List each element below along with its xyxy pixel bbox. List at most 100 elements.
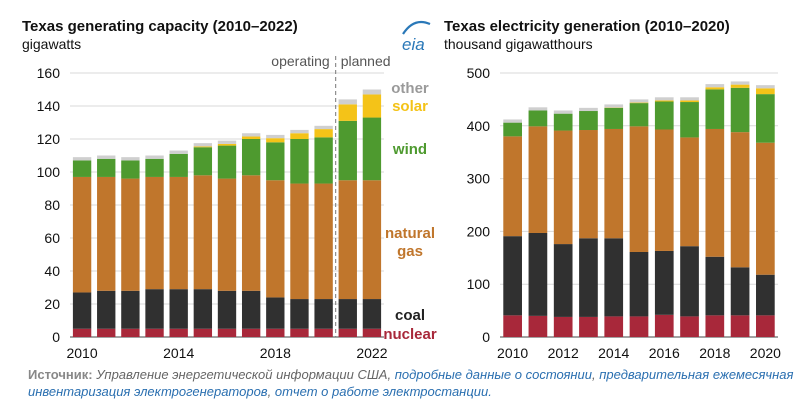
generation-chart: 0 100 200 300 400 500 2010 2012 2014 2016 2018 2020 [467, 65, 782, 361]
x-tick-label: 2010 [497, 345, 528, 361]
source-separator: , [592, 367, 596, 382]
bar-coal-2011 [528, 232, 548, 316]
bar-solar-2019 [730, 84, 750, 88]
x-tick-label: 2018 [699, 345, 730, 361]
bar-nuclear-2015 [629, 316, 649, 337]
bar-coal-2021 [338, 299, 357, 329]
series-label-wind: wind [392, 141, 427, 158]
bar-nuclear-2020 [314, 328, 333, 337]
bar-other-2018 [705, 84, 725, 88]
y-tick-label: 400 [467, 118, 491, 134]
bar-natural-gas-2018 [705, 128, 725, 257]
source-link-generator-inventory[interactable]: предварительная ежемесячная инвентаризац… [28, 367, 794, 399]
bar-wind-2016 [217, 145, 237, 179]
x-tick-label: 2010 [66, 345, 97, 361]
y-tick-label: 120 [37, 131, 61, 147]
x-tick-label: 2018 [260, 345, 291, 361]
bar-natural-gas-2014 [604, 128, 624, 239]
bar-wind-2018 [705, 89, 725, 129]
bar-other-2018 [266, 134, 285, 139]
bar-coal-2018 [266, 297, 285, 329]
source-label: Источник: [28, 367, 93, 382]
y-tick-label: 200 [467, 223, 491, 239]
bar-other-2011 [528, 107, 548, 111]
series-label-gas: gas [397, 243, 423, 260]
bar-wind-2015 [193, 147, 213, 176]
bar-wind-2017 [680, 102, 699, 138]
bar-nuclear-2017 [241, 328, 261, 337]
capacity-chart-unit: gigawatts [22, 36, 81, 52]
bar-natural-gas-2016 [654, 129, 674, 251]
source-separator: , [267, 384, 272, 399]
bar-solar-2015 [193, 146, 213, 148]
bar-other-2013 [579, 107, 598, 112]
bar-nuclear-2014 [169, 328, 188, 337]
bar-nuclear-2020 [756, 315, 775, 337]
y-tick-label: 500 [467, 65, 491, 81]
bar-solar-2019 [290, 133, 309, 139]
bar-other-2015 [193, 143, 213, 147]
bar-wind-2020 [756, 94, 775, 143]
bar-other-2016 [217, 140, 237, 144]
bar-coal-2012 [121, 290, 140, 329]
bar-other-2019 [290, 129, 309, 134]
bar-nuclear-2017 [680, 316, 699, 337]
bar-solar-2016 [217, 143, 237, 146]
bar-nuclear-2013 [579, 316, 598, 337]
bar-wind-2013 [145, 158, 164, 177]
bar-nuclear-2013 [145, 328, 164, 337]
operating-label: operating [271, 53, 329, 69]
bar-other-2017 [680, 97, 699, 101]
bar-nuclear-2010 [503, 315, 522, 337]
bar-natural-gas-2012 [121, 178, 140, 291]
y-tick-label: 0 [52, 329, 60, 345]
bar-solar-2016 [654, 100, 674, 102]
bar-other-2013 [145, 155, 164, 159]
y-tick-label: 100 [37, 164, 61, 180]
bar-wind-2015 [629, 103, 649, 127]
series-label-other: other [391, 80, 429, 97]
bar-other-2010 [503, 119, 522, 123]
source-link-state-data[interactable]: подробные данные о состоянии [394, 367, 593, 382]
y-tick-label: 40 [44, 263, 60, 279]
bar-wind-2011 [528, 110, 548, 127]
bar-solar-2018 [266, 138, 285, 143]
bar-other-2012 [553, 110, 573, 114]
bar-natural-gas-2015 [629, 126, 649, 252]
eia-logo-text: eia [402, 35, 425, 54]
bar-nuclear-2015 [193, 328, 213, 337]
series-label-nuclear: nuclear [383, 326, 437, 343]
bar-coal-2020 [314, 299, 333, 329]
bar-natural-gas-2013 [579, 130, 598, 239]
capacity-chart: 0 20 40 60 80 100 120 140 160 2010 2014 2018 2022 ope… [37, 53, 437, 361]
y-tick-label: 0 [482, 329, 490, 345]
bar-other-2020 [314, 125, 333, 130]
bar-solar-2018 [705, 87, 725, 90]
bar-natural-gas-2017 [241, 175, 261, 291]
x-tick-label: 2012 [548, 345, 579, 361]
bar-nuclear-2010 [72, 328, 92, 337]
bar-solar-2017 [680, 100, 699, 103]
bar-nuclear-2021 [338, 328, 357, 337]
bar-other-2011 [97, 155, 116, 159]
source-link-power-plant-report[interactable]: отчет о работе электростанции. [274, 384, 492, 399]
bar-coal-2019 [730, 267, 750, 316]
bar-coal-2016 [654, 250, 674, 315]
bar-other-2015 [629, 99, 649, 103]
x-tick-label: 2014 [163, 345, 194, 361]
bar-coal-2020 [756, 274, 775, 316]
charts-canvas: Texas generating capacity (2010–2022) gi… [22, 18, 782, 361]
series-label-natural: natural [385, 225, 435, 242]
y-tick-label: 80 [44, 197, 60, 213]
bar-wind-2019 [730, 87, 750, 133]
bar-natural-gas-2021 [338, 180, 357, 300]
bar-natural-gas-2020 [314, 183, 333, 300]
generation-chart-title: Texas electricity generation (2010–2020) [444, 18, 730, 35]
y-tick-label: 160 [37, 65, 61, 81]
bar-wind-2013 [579, 111, 598, 131]
y-tick-label: 300 [467, 171, 491, 187]
bar-wind-2012 [121, 160, 140, 179]
bar-coal-2019 [290, 299, 309, 329]
y-tick-label: 60 [44, 230, 60, 246]
bar-wind-2014 [604, 107, 624, 129]
